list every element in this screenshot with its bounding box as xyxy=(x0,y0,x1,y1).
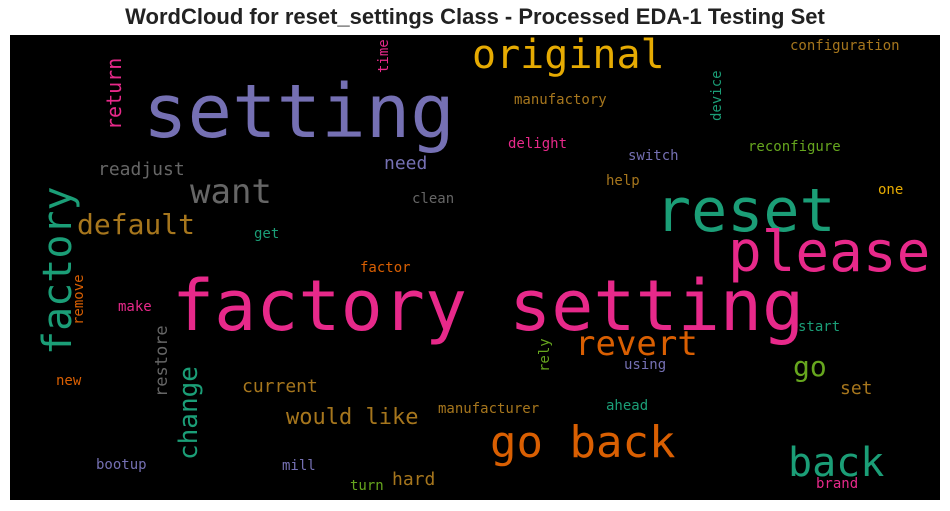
word-change: change xyxy=(174,366,204,460)
word-need: need xyxy=(384,153,428,174)
word-factory-setting: factory setting xyxy=(172,265,805,347)
word-help: help xyxy=(606,173,640,189)
word-delight: delight xyxy=(508,136,568,152)
word-brand: brand xyxy=(816,476,859,492)
word-factor: factor xyxy=(360,260,411,276)
word-switch: switch xyxy=(628,148,679,164)
word-revert: revert xyxy=(575,324,698,364)
word-go: go xyxy=(793,350,827,383)
chart-title: WordCloud for reset_settings Class - Pro… xyxy=(125,4,825,29)
word-hard: hard xyxy=(392,469,436,490)
word-mill: mill xyxy=(282,458,316,474)
word-want: want xyxy=(190,172,272,212)
word-get: get xyxy=(254,226,280,242)
word-reset: reset xyxy=(655,176,836,246)
word-rely: rely xyxy=(537,338,553,372)
word-device: device xyxy=(709,70,725,121)
word-bootup: bootup xyxy=(96,457,147,473)
word-factory: factory xyxy=(35,186,81,355)
word-readjust: readjust xyxy=(98,159,185,180)
word-one: one xyxy=(878,182,904,198)
word-default: default xyxy=(77,208,196,241)
word-clean: clean xyxy=(412,191,455,207)
word-setting: setting xyxy=(143,69,455,155)
wordcloud-canvas: factory setting setting reset please go back… xyxy=(10,35,940,500)
word-remove: remove xyxy=(71,274,87,325)
word-would-like: would like xyxy=(286,405,419,430)
word-make: make xyxy=(118,299,152,315)
word-original: original xyxy=(472,35,665,78)
word-set: set xyxy=(840,378,873,399)
word-please: please xyxy=(728,220,931,285)
word-configuration: configuration xyxy=(790,38,900,54)
word-manufactory: manufactory xyxy=(514,92,607,108)
word-using: using xyxy=(624,357,667,373)
word-manufacturer: manufacturer xyxy=(438,401,540,417)
word-back: back xyxy=(788,440,885,486)
word-new: new xyxy=(56,373,82,389)
word-time: time xyxy=(376,39,392,73)
word-restore: restore xyxy=(152,325,172,397)
word-turn: turn xyxy=(350,478,384,494)
word-current: current xyxy=(242,376,318,397)
word-reconfigure: reconfigure xyxy=(748,139,841,155)
word-ahead: ahead xyxy=(606,398,649,414)
word-start: start xyxy=(798,319,841,335)
word-go-back: go back xyxy=(490,417,676,468)
word-return: return xyxy=(102,57,126,130)
